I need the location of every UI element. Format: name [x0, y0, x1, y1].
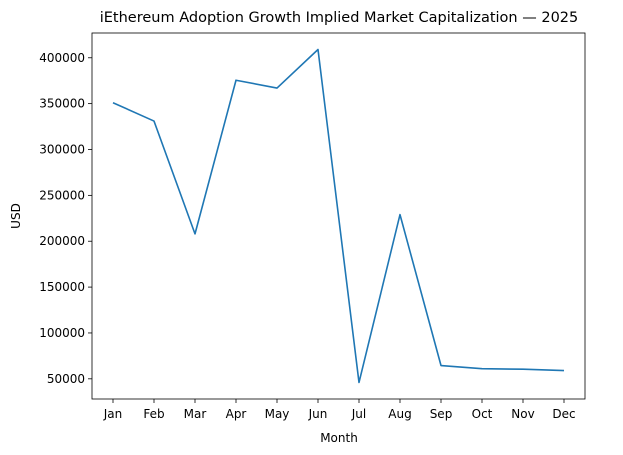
x-tick-label: Aug	[388, 407, 411, 421]
x-tick-label: Jan	[103, 407, 123, 421]
y-tick-label: 300000	[39, 142, 85, 156]
y-tick-label: 100000	[39, 326, 85, 340]
x-axis-label: Month	[320, 431, 358, 445]
x-tick-label: May	[265, 407, 290, 421]
plot-frame	[91, 32, 586, 400]
y-tick-label: 200000	[39, 234, 85, 248]
chart-title: iEthereum Adoption Growth Implied Market…	[100, 10, 579, 26]
x-tick-label: Feb	[143, 407, 164, 421]
y-tick-label: 50000	[47, 372, 85, 386]
x-tick-label: Oct	[472, 407, 493, 421]
y-tick-label: 150000	[39, 280, 85, 294]
x-tick-label: Dec	[552, 407, 575, 421]
x-tick-label: Apr	[226, 407, 247, 421]
y-axis: 50000 100000 150000 200000 250000 300000 35000…	[39, 51, 92, 386]
x-tick-label: Jul	[351, 407, 366, 421]
y-axis-label: USD	[9, 203, 23, 229]
y-tick-label: 400000	[39, 51, 85, 65]
plot-area	[112, 48, 565, 384]
x-tick-label: Sep	[430, 407, 453, 421]
x-tick-label: Nov	[511, 407, 534, 421]
x-tick-label: Mar	[184, 407, 207, 421]
y-tick-label: 250000	[39, 188, 85, 202]
x-axis: Jan Feb Mar Apr May Jun Jul Aug Sep Oct Nov Dec	[103, 399, 576, 421]
x-tick-label: Jun	[308, 407, 328, 421]
y-tick-label: 350000	[39, 97, 85, 111]
series-line	[112, 48, 565, 384]
